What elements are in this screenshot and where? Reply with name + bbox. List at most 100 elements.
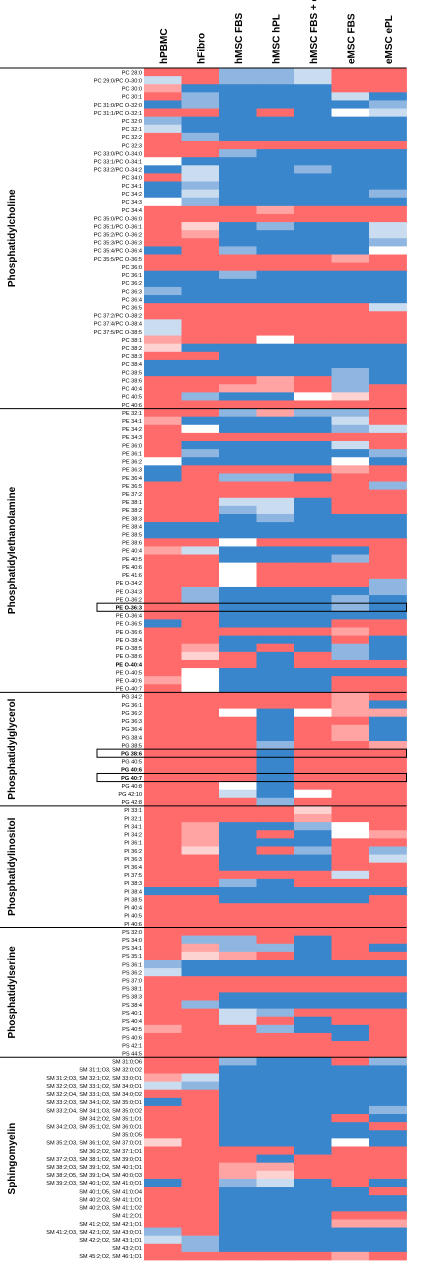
heatmap-cell: [331, 797, 370, 807]
heatmap-cell: [369, 100, 407, 109]
heatmap-cell: [294, 343, 332, 353]
heatmap-cell: [181, 1162, 220, 1172]
heatmap-cell: [181, 1187, 220, 1196]
heatmap-cell: [369, 278, 407, 288]
heatmap-cell: [181, 611, 220, 620]
heatmap-cell: [144, 619, 182, 628]
heatmap-cell: [219, 562, 257, 572]
heatmap-cell: [369, 213, 407, 223]
heatmap-cell: [181, 781, 220, 791]
heatmap-cell: [181, 741, 220, 750]
heatmap-cell: [144, 513, 182, 523]
heatmap-cell: [219, 197, 257, 207]
heatmap-cell: [181, 400, 220, 409]
heatmap-cell: [219, 1211, 257, 1220]
heatmap-cell: [144, 538, 182, 547]
heatmap-cell: [181, 1089, 220, 1099]
heatmap-cell: [144, 441, 182, 450]
row-label: PE 38:5: [122, 533, 142, 539]
heatmap-cell: [219, 895, 257, 904]
heatmap-cell: [219, 1097, 257, 1107]
heatmap-cell: [294, 1114, 332, 1123]
heatmap-cell: [144, 578, 182, 588]
heatmap-cell: [256, 911, 295, 920]
heatmap-cell: [369, 1162, 407, 1172]
heatmap-cell: [294, 157, 332, 166]
row-label: SM 36:2;O2, SM 37:1;O1: [79, 1149, 142, 1155]
heatmap-cell: [294, 1219, 332, 1228]
heatmap-cell: [219, 1024, 257, 1034]
heatmap-cell: [144, 1235, 182, 1245]
heatmap-cell: [219, 522, 257, 531]
row-label: SM 39:2;O3, SM 40:1;O2, SM 41:0;O1: [46, 1181, 142, 1187]
row-label: PG 42:8: [121, 800, 142, 806]
heatmap-cell: [219, 976, 257, 985]
heatmap-cell: [219, 368, 257, 377]
heatmap-cell: [181, 132, 220, 142]
heatmap-cell: [181, 1041, 220, 1050]
heatmap-cell: [331, 416, 370, 426]
row-highlight-box: [96, 602, 407, 612]
heatmap-cell: [181, 1000, 220, 1010]
heatmap-cell: [219, 262, 257, 272]
heatmap-cell: [181, 951, 220, 961]
heatmap-cell: [219, 189, 257, 199]
heatmap-cell: [256, 878, 295, 888]
heatmap-cell: [256, 424, 295, 434]
heatmap-cell: [331, 708, 370, 718]
heatmap-cell: [144, 919, 182, 928]
heatmap-cell: [369, 684, 407, 693]
heatmap-cell: [331, 911, 370, 920]
heatmap-cell: [294, 100, 332, 109]
heatmap-cell: [181, 327, 220, 336]
row-label: PE 37:2: [122, 492, 142, 498]
heatmap-cell: [256, 959, 295, 969]
heatmap-cell: [144, 213, 182, 223]
row-label: PC 34:2: [122, 192, 142, 198]
heatmap-cell: [294, 595, 332, 604]
heatmap-cell: [144, 951, 182, 961]
heatmap-cell: [256, 432, 295, 442]
heatmap-cell: [219, 684, 257, 693]
heatmap-cell: [181, 222, 220, 231]
row-label: PS 34:0: [122, 938, 142, 944]
heatmap-cell: [219, 505, 257, 515]
column-headers: hPBMC hFibro hMSC FBS hMSC hPL hMSC FBS + co…: [159, 0, 395, 64]
heatmap-cell: [181, 1057, 220, 1066]
heatmap-cell: [369, 173, 407, 182]
heatmap-cell: [331, 295, 370, 304]
heatmap-cell: [256, 132, 295, 142]
heatmap-cell: [219, 449, 257, 458]
heatmap-cell: [369, 976, 407, 985]
heatmap-cell: [369, 1122, 407, 1131]
heatmap-cell: [256, 1203, 295, 1212]
heatmap-cell: [331, 684, 370, 693]
heatmap-cell: [331, 741, 370, 750]
row-label: SM 33:2;O3, SM 34:1;O2, SM 35:0;O1: [46, 1100, 142, 1106]
heatmap-cell: [219, 692, 257, 701]
heatmap-cell: [144, 68, 182, 77]
heatmap-cell: [181, 84, 220, 93]
row-label: PC 35:1/PC O-36:1: [94, 224, 142, 230]
heatmap-cell: [294, 522, 332, 531]
heatmap-cell: [369, 457, 407, 466]
heatmap-cell: [294, 1065, 332, 1074]
heatmap-cell: [144, 992, 182, 1001]
heatmap-cell: [219, 497, 257, 507]
heatmap-cell: [256, 1065, 295, 1074]
heatmap-cell: [144, 708, 182, 718]
heatmap-cell: [181, 343, 220, 353]
heatmap-cell: [294, 513, 332, 523]
heatmap-cell: [181, 530, 220, 539]
row-label: PE O-40:4: [116, 662, 143, 668]
heatmap-cell: [144, 765, 182, 774]
heatmap-cell: [331, 968, 370, 977]
row-label: PE 36:3: [122, 468, 142, 474]
heatmap-cell: [219, 140, 257, 150]
heatmap-cell: [144, 335, 182, 345]
heatmap-cell: [331, 497, 370, 507]
heatmap-cell: [331, 692, 370, 701]
row-label: PC 33:2/PC O-34:2: [94, 168, 142, 174]
row-label: PE O-36:2: [116, 597, 142, 603]
